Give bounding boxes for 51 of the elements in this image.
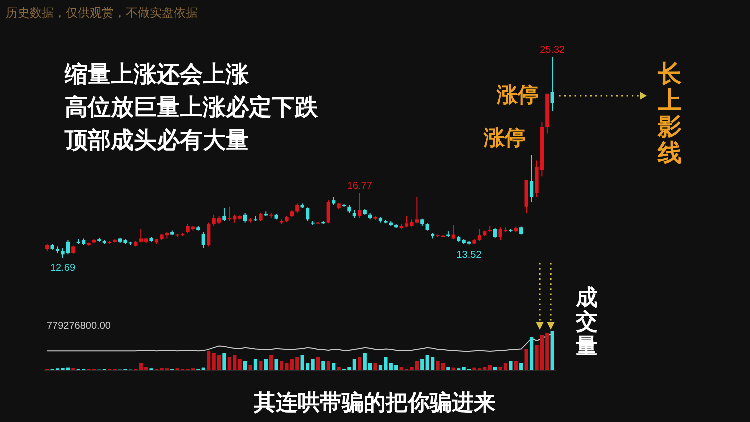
bar [374, 363, 378, 371]
annotation: 12.69 [50, 263, 76, 274]
bar [530, 337, 534, 371]
text: 成交量 [575, 285, 598, 358]
bar [222, 353, 226, 371]
bar [446, 367, 450, 371]
annotation: 779276800.00 [47, 321, 112, 332]
bar [243, 361, 248, 371]
candlestick [550, 56, 554, 112]
text: 其连哄带骗的把你骗进来 [253, 390, 496, 415]
bar [514, 361, 518, 371]
bar [337, 367, 341, 371]
candlestick [306, 207, 310, 222]
annotation: 高位放巨量上涨必定下跌 [65, 94, 319, 120]
bar [520, 363, 524, 371]
bar [259, 361, 263, 371]
bar [524, 349, 528, 371]
annotation: 顶部成头必有大量 [64, 128, 249, 153]
candlestick [296, 203, 300, 214]
candlestick [530, 154, 534, 203]
bar [326, 361, 330, 371]
bar [270, 355, 274, 371]
bar [248, 365, 252, 371]
bar [254, 359, 258, 371]
annotation: 涨停 [483, 126, 526, 150]
candlestick [202, 232, 206, 249]
candlestick [493, 228, 498, 238]
bar [420, 359, 424, 371]
candlestick [478, 228, 482, 242]
candlestick [222, 208, 226, 222]
annotation: 涨停 [496, 83, 539, 107]
candlestick [358, 192, 362, 219]
bar [550, 331, 554, 371]
annotation: 16.77 [347, 181, 373, 192]
bar [274, 359, 278, 371]
candlestick [207, 222, 211, 248]
annotation: 13.52 [456, 250, 482, 261]
bar [358, 357, 362, 371]
bar [238, 359, 242, 371]
annotation: 25.32 [540, 45, 566, 56]
bar [509, 361, 513, 371]
candlestick [326, 200, 330, 224]
bar [264, 359, 268, 371]
text: 历史数据，仅供观赏，不做实盘依据 [6, 6, 198, 20]
bar [72, 368, 76, 371]
bar [316, 357, 320, 371]
annotation: 缩量上涨还会上涨 [64, 62, 250, 87]
bar [332, 363, 336, 371]
candlestick [243, 212, 248, 224]
text: 长上影线 [657, 61, 682, 168]
bar [322, 361, 326, 371]
